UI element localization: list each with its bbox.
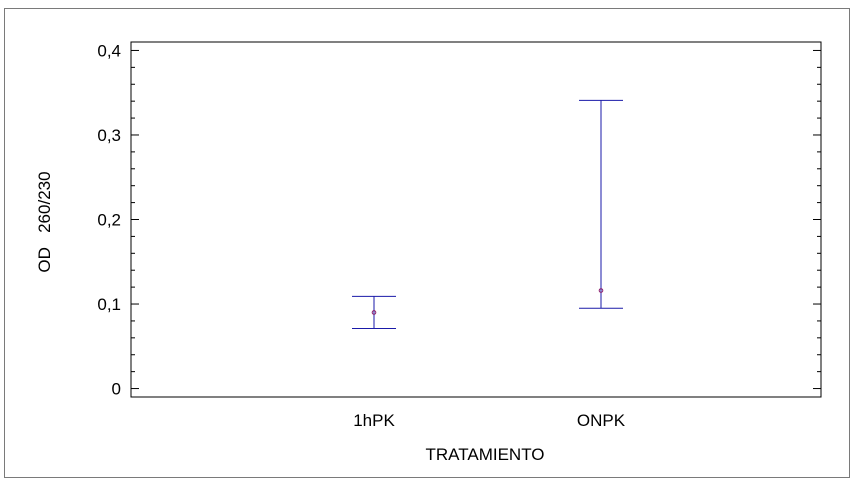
plot-area [130,41,822,398]
mean-point [598,288,604,293]
chart-frame [4,8,850,478]
y-tick-label: 0,4 [97,41,121,60]
x-axis: 1hPK ONPK [353,411,626,430]
interval-marks [352,99,623,330]
mean-point [371,310,377,315]
x-tick-label: 1hPK [353,411,395,430]
y-axis-title: OD 260/230 [35,171,54,272]
y-tick-label: 0,2 [97,211,121,230]
y-axis: 0 0,1 0,2 0,3 0,4 [97,41,821,399]
x-tick-label: ONPK [577,411,626,430]
y-tick-label: 0 [112,380,121,399]
y-tick-label: 0,3 [97,126,121,145]
x-axis-title: TRATAMIENTO [426,445,545,464]
y-tick-label: 0,1 [97,295,121,314]
